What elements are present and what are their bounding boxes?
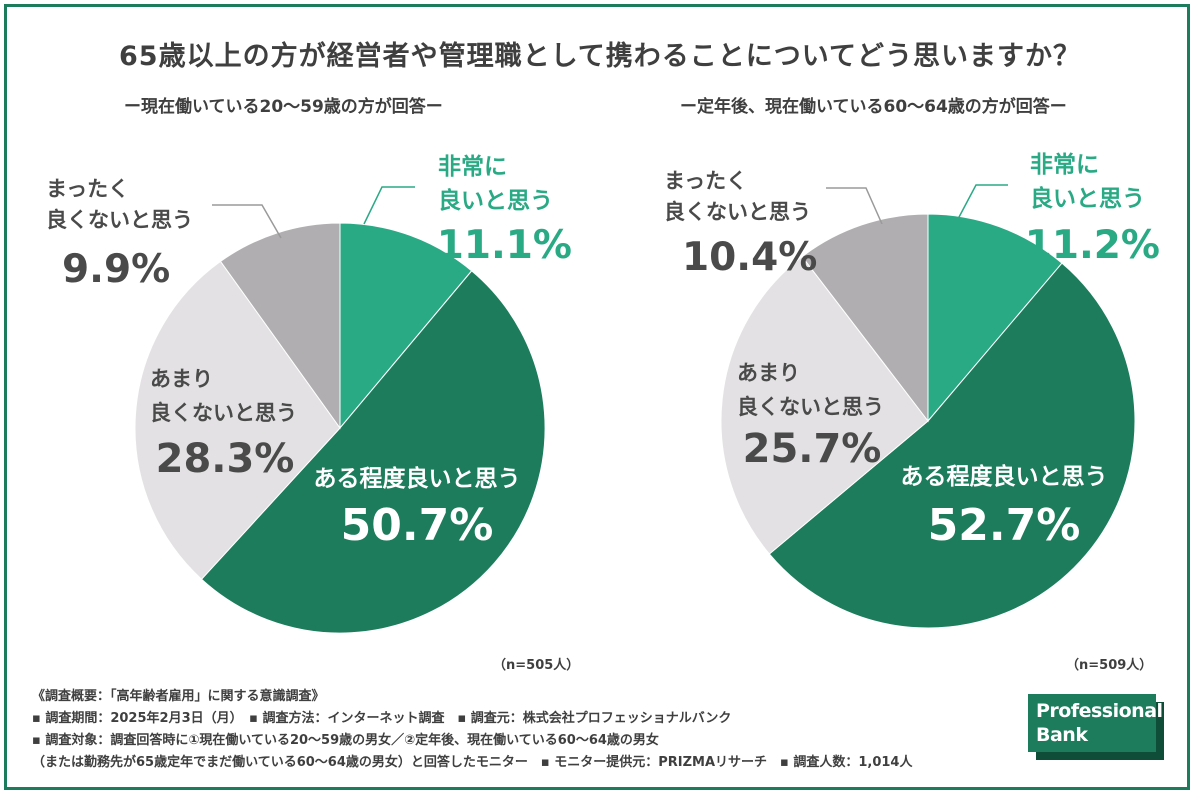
logo-line-1: Professional (1036, 700, 1163, 722)
pie-right-label-not-very-good: あまり (737, 361, 800, 385)
pie-left-value-somewhat-good: 50.7% (341, 500, 494, 551)
pie-right-label-not-good-at-all: 良くないと思う (664, 200, 811, 224)
pie-left-value-not-very-good: 28.3% (156, 436, 295, 482)
pie-left-label-somewhat-good: ある程度良いと思う (314, 465, 521, 492)
pie-right-value-very-good: 11.2% (1025, 223, 1160, 268)
page-title: 65歳以上の方が経営者や管理職として携わることについてどう思いますか？ (119, 41, 1081, 72)
logo-line-2: Bank (1036, 724, 1088, 746)
pie-right-slice-not-very-good (720, 255, 929, 555)
pie-right-label-not-good-at-all: まったく (664, 169, 747, 193)
pie-left-label-not-good-at-all: 良くないと思う (46, 208, 193, 232)
pie-left-label-very-good: 非常に (438, 154, 507, 180)
footer-line: ▪ 調査期間：2025年2月3日（月） ▪ 調査方法：インターネット調査 ▪ 調… (32, 711, 732, 726)
pie-left-leader-very-good (363, 186, 415, 225)
pie-right-slice-not-good-at-all (801, 213, 929, 423)
pie-left-slice-somewhat-good (200, 270, 546, 634)
pie-left-slice-not-very-good (134, 260, 341, 580)
pie-right-leader-very-good (957, 184, 1008, 220)
pie-right-value-not-very-good: 25.7% (743, 426, 882, 472)
professional-bank-logo: Professional Bank (1028, 694, 1164, 760)
sample-size-left: （n=505人） (493, 658, 580, 673)
pie-left-leader-not-good-at-all (212, 204, 282, 239)
pie-right-leader-not-good-at-all (826, 187, 883, 225)
pie-right-label-not-very-good: 良くないと思う (737, 395, 884, 419)
sample-size-right: （n=509人） (1066, 658, 1153, 673)
footer-line: 《調査概要：「高年齢者雇用」に関する意識調査》 (32, 689, 325, 704)
pie-right-value-somewhat-good: 52.7% (928, 500, 1081, 551)
pie-left-value-very-good: 11.1% (437, 223, 572, 268)
pie-left-label-not-very-good: 良くないと思う (150, 401, 297, 425)
footer-line: ▪ 調査対象：調査回答時に①現在働いている20～59歳の男女／②定年後、現在働い… (32, 733, 659, 748)
chart-left-subtitle: ー現在働いている20～59歳の方が回答ー (124, 97, 443, 117)
pie-right-slice-somewhat-good (768, 262, 1136, 629)
survey-overview: 《調査概要：「高年齢者雇用」に関する意識調査》 ▪ 調査期間：2025年2月3日… (32, 686, 912, 774)
pie-right-slice-very-good (927, 213, 1063, 423)
pie-left-label-not-good-at-all: まったく (46, 177, 129, 201)
pie-chart-right: 非常に良いと思う11.2%ある程度良いと思う52.7%あまり良くないと思う25.… (664, 152, 1160, 629)
pie-right-label-very-good: 良いと思う (1030, 185, 1145, 212)
chart-right-subtitle: ー定年後、現在働いている60～64歳の方が回答ー (680, 97, 1067, 117)
pie-chart-left: 非常に良いと思う11.1%ある程度良いと思う50.7%あまり良くないと思う28.… (46, 154, 572, 634)
logo-plate: Professional Bank (1028, 694, 1163, 752)
pie-left-value-not-good-at-all: 9.9% (62, 247, 170, 292)
pie-left-slice-very-good (339, 222, 473, 430)
pie-right-label-somewhat-good: ある程度良いと思う (901, 463, 1108, 490)
outer-frame (4, 4, 1190, 790)
footer-line: （または勤務先が65歳定年でまだ働いている60～64歳の男女）と回答したモニター… (32, 755, 913, 770)
pie-left-label-not-very-good: あまり (150, 367, 213, 391)
pie-left-label-very-good: 良いと思う (438, 187, 553, 214)
pie-right-value-not-good-at-all: 10.4% (682, 235, 817, 280)
pie-right-label-very-good: 非常に (1030, 152, 1099, 178)
